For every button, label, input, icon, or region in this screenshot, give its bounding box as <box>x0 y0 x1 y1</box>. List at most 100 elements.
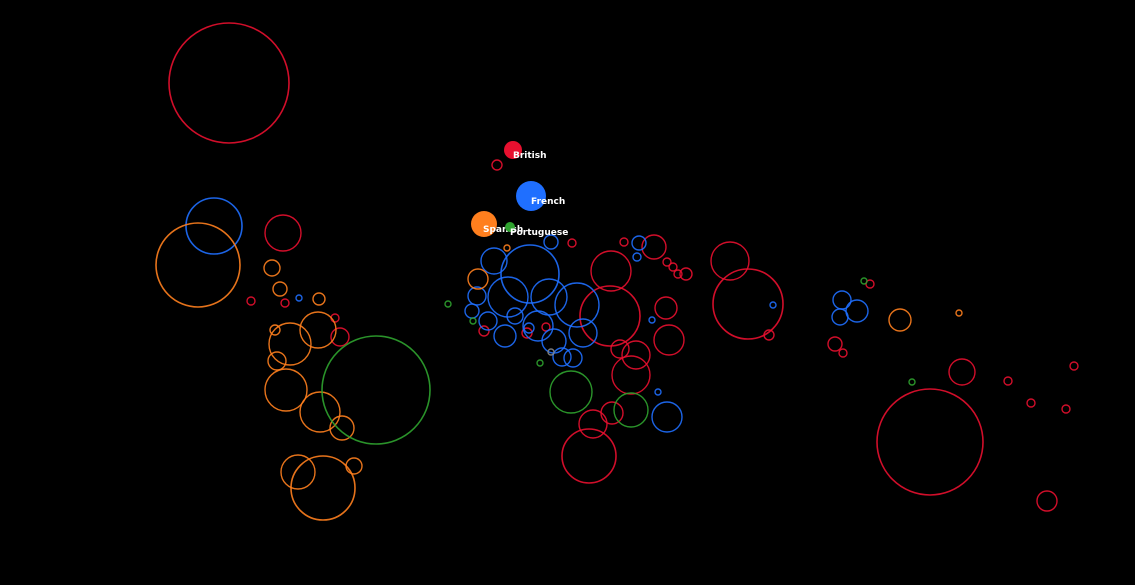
bubble-portuguese-6 <box>860 277 868 285</box>
bubble-other-0 <box>547 348 555 356</box>
legend-label-portuguese: Portuguese <box>510 228 568 238</box>
bubble-spanish-12 <box>290 455 356 521</box>
bubble-british-26 <box>876 388 984 496</box>
legend-marker-spanish <box>471 211 497 237</box>
bubble-spanish-0 <box>155 222 241 308</box>
bubble-spanish-9 <box>299 391 341 433</box>
bubble-french-23 <box>651 401 683 433</box>
bubble-british-10 <box>590 250 632 292</box>
bubble-french-25 <box>832 290 852 310</box>
bubble-british-30 <box>1061 404 1071 414</box>
bubble-british-22 <box>763 329 775 341</box>
bubble-british-24 <box>838 348 848 358</box>
bubble-british-34 <box>280 298 290 308</box>
legend-label-spanish: Spanish <box>483 225 523 235</box>
bubble-british-4 <box>619 237 629 247</box>
bubble-british-2 <box>491 159 503 171</box>
bubble-french-20 <box>563 348 583 368</box>
bubble-french-21 <box>648 316 656 324</box>
bubble-french-13 <box>506 307 524 325</box>
bubble-british-8 <box>673 269 683 279</box>
bubble-british-38 <box>521 327 533 339</box>
bubble-british-0 <box>168 22 290 144</box>
bubble-spanish-17 <box>955 309 963 317</box>
bubble-spanish-14 <box>467 268 489 290</box>
bubble-spanish-2 <box>272 281 288 297</box>
bubble-portuguese-7 <box>908 378 916 386</box>
bubble-spanish-3 <box>312 292 326 306</box>
bubble-french-16 <box>522 310 554 342</box>
bubble-british-36 <box>330 327 350 347</box>
bubble-french-3 <box>631 235 647 251</box>
bubble-french-5 <box>480 247 508 275</box>
bubble-british-14 <box>621 340 651 370</box>
bubble-british-11 <box>579 285 641 347</box>
bubble-french-7 <box>467 286 487 306</box>
bubble-portuguese-2 <box>469 317 477 325</box>
bubble-spanish-4 <box>269 324 281 336</box>
bubble-british-20 <box>710 241 750 281</box>
bubble-portuguese-0 <box>321 335 431 445</box>
legend-marker-french <box>516 181 546 211</box>
bubble-layer <box>155 22 1079 521</box>
bubble-french-24 <box>769 301 777 309</box>
bubble-british-32 <box>1036 490 1058 512</box>
bubble-spanish-11 <box>280 454 316 490</box>
bubble-british-7 <box>668 262 678 272</box>
bubble-spanish-5 <box>268 322 312 366</box>
bubble-british-39 <box>541 322 551 332</box>
bubble-british-21 <box>712 268 784 340</box>
bubble-spanish-10 <box>329 415 355 441</box>
bubble-british-12 <box>654 296 678 320</box>
bubble-british-23 <box>827 336 843 352</box>
bubble-portuguese-4 <box>549 370 593 414</box>
bubble-british-19 <box>561 428 617 484</box>
bubble-french-6 <box>500 244 560 304</box>
bubble-british-16 <box>611 355 651 395</box>
bubble-british-17 <box>578 409 608 439</box>
bubble-british-3 <box>567 238 577 248</box>
bubble-british-5 <box>641 234 667 260</box>
bubble-british-29 <box>1026 398 1036 408</box>
bubble-french-9 <box>530 278 568 316</box>
bubble-spanish-13 <box>345 457 363 475</box>
bubble-french-18 <box>568 318 598 348</box>
bubble-french-12 <box>478 311 498 331</box>
bubble-spanish-8 <box>264 368 308 412</box>
bubble-french-8 <box>487 276 529 318</box>
bubble-british-15 <box>610 339 630 359</box>
bubble-french-14 <box>493 324 517 348</box>
bubble-british-27 <box>948 358 976 386</box>
legend-label-british: British <box>513 151 547 161</box>
legend-marker-portuguese <box>505 222 515 232</box>
bubble-portuguese-1 <box>444 300 452 308</box>
bubble-french-4 <box>632 252 642 262</box>
bubble-british-31 <box>1069 361 1079 371</box>
bubble-british-6 <box>662 257 672 267</box>
bubble-french-22 <box>654 388 662 396</box>
bubble-british-18 <box>600 401 624 425</box>
bubble-british-1 <box>264 214 302 252</box>
bubble-spanish-15 <box>503 244 511 252</box>
bubble-french-27 <box>845 299 869 323</box>
bubble-spanish-7 <box>267 351 287 371</box>
bubble-french-1 <box>295 294 303 302</box>
bubble-british-13 <box>653 324 685 356</box>
bubble-spanish-6 <box>299 311 337 349</box>
bubble-french-15 <box>523 322 535 334</box>
bubble-french-0 <box>185 197 243 255</box>
bubble-british-28 <box>1003 376 1013 386</box>
bubble-french-2 <box>543 234 559 250</box>
bubble-french-10 <box>554 282 600 328</box>
bubble-french-11 <box>464 303 480 319</box>
legend-marker-british <box>504 141 522 159</box>
bubble-british-33 <box>246 296 256 306</box>
bubble-french-17 <box>541 328 567 354</box>
bubble-spanish-1 <box>263 259 281 277</box>
bubble-portuguese-3 <box>536 359 544 367</box>
legend-label-french: French <box>531 197 565 207</box>
legend: British French Spanish Portuguese <box>471 141 568 238</box>
bubble-british-9 <box>679 267 693 281</box>
bubble-spanish-16 <box>888 308 912 332</box>
